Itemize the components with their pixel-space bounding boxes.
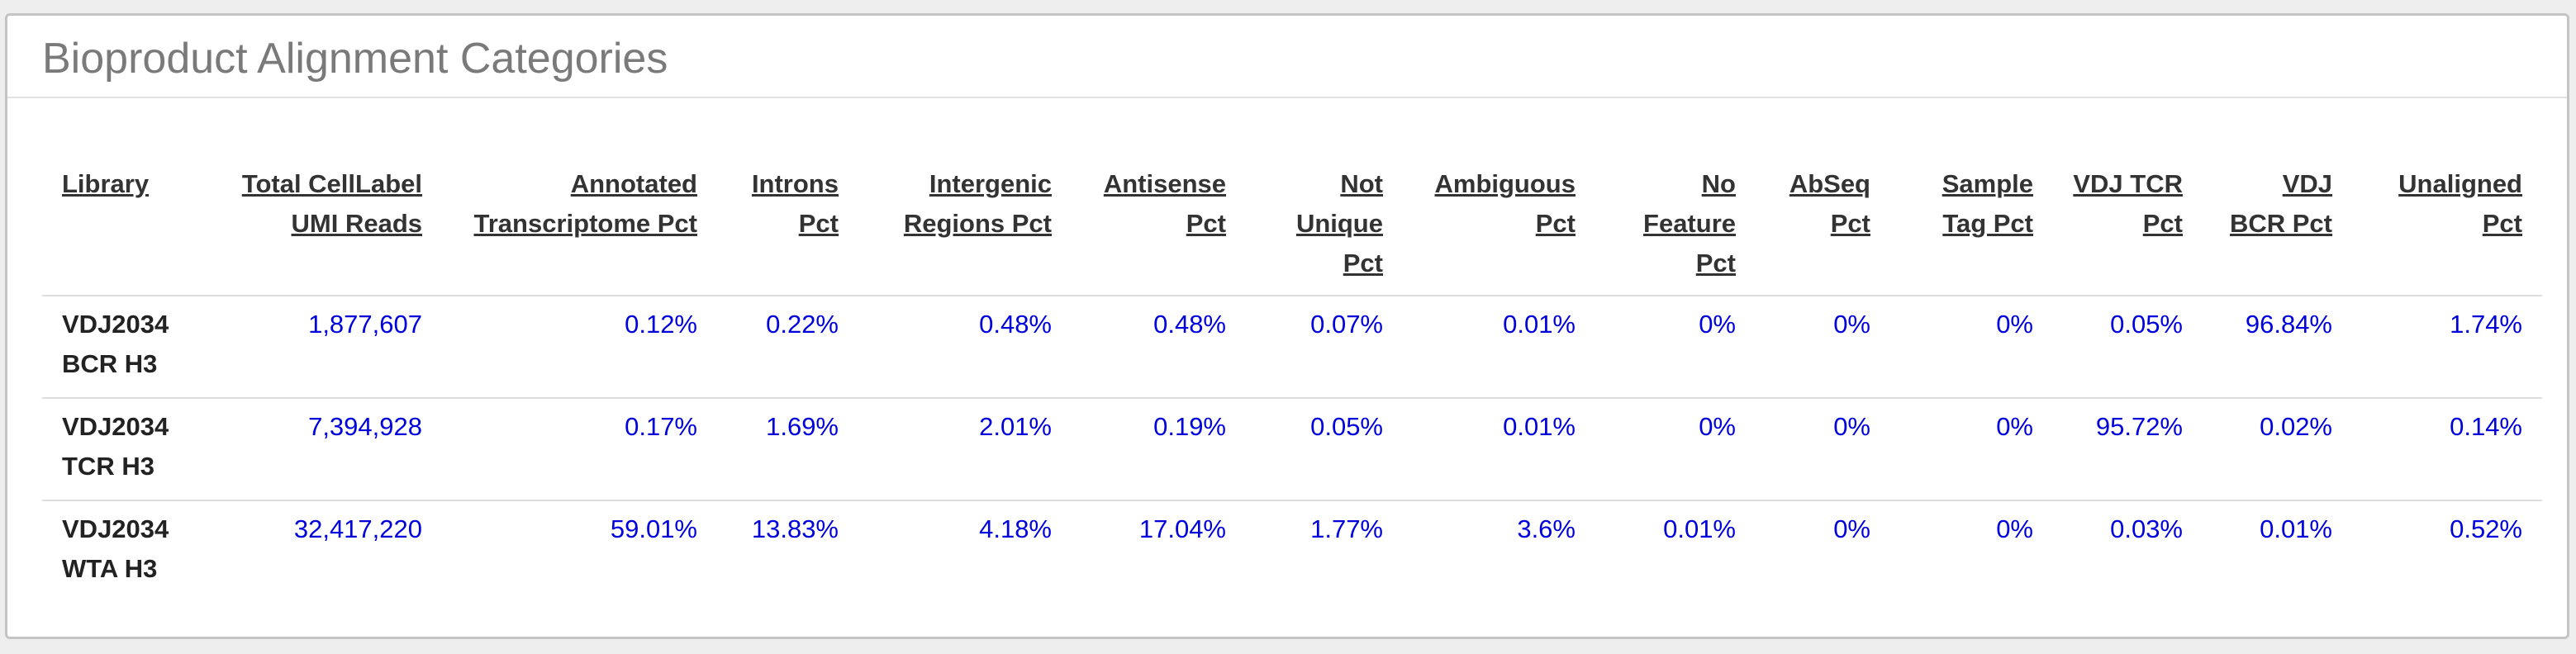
column-header-library[interactable]: Library — [42, 145, 207, 296]
alignment-categories-panel: Bioproduct Alignment Categories — [5, 13, 2569, 639]
column-header-abseq[interactable]: AbSeq Pct — [1756, 145, 1890, 296]
intergenic-cell: 0.48% — [858, 296, 1072, 399]
column-header-annotated-transcriptome[interactable]: Annotated Transcriptome Pct — [442, 145, 717, 296]
ambiguous-cell: 0.01% — [1403, 296, 1595, 399]
vdj-tcr-cell: 0.05% — [2053, 296, 2203, 399]
introns-cell: 0.22% — [717, 296, 858, 399]
column-header-not-unique[interactable]: Not Unique Pct — [1246, 145, 1403, 296]
total-reads-cell: 1,877,607 — [207, 296, 442, 399]
antisense-cell: 0.48% — [1072, 296, 1246, 399]
antisense-cell: 0.19% — [1072, 398, 1246, 501]
column-header-total-reads[interactable]: Total CellLabel UMI Reads — [207, 145, 442, 296]
total-reads-cell: 32,417,220 — [293, 514, 422, 543]
total-reads-cell: 7,394,928 — [207, 398, 442, 501]
library-name: VDJ2034 TCR H3 — [42, 398, 207, 501]
vdj-tcr-cell: 95.72% — [2053, 398, 2203, 501]
unaligned-cell: 0.52% — [2450, 514, 2522, 543]
sample-tag-cell: 0% — [1890, 296, 2053, 399]
abseq-cell: 0% — [1756, 296, 1890, 399]
column-header-antisense[interactable]: Antisense Pct — [1072, 145, 1246, 296]
library-name: VDJ2034 BCR H3 — [42, 296, 207, 399]
column-header-introns[interactable]: Introns Pct — [717, 145, 858, 296]
annotated-transcriptome-cell: 59.01% — [610, 514, 697, 543]
intergenic-cell: 4.18% — [979, 514, 1052, 543]
vdj-bcr-cell: 0.01% — [2260, 514, 2332, 543]
panel-title: Bioproduct Alignment Categories — [42, 35, 668, 83]
no-feature-cell: 0.01% — [1663, 514, 1736, 543]
abseq-cell: 0% — [1833, 514, 1870, 543]
sample-tag-cell: 0% — [1996, 514, 2033, 543]
library-name: VDJ2034 WTA H3 — [62, 514, 169, 583]
table-row: VDJ2034 WTA H3 32,417,220 59.01% 13.83% … — [42, 500, 2542, 602]
column-header-sample-tag[interactable]: Sample Tag Pct — [1890, 145, 2053, 296]
unaligned-cell: 0.14% — [2352, 398, 2542, 501]
column-header-ambiguous[interactable]: Ambiguous Pct — [1403, 145, 1595, 296]
no-feature-cell: 0% — [1595, 296, 1756, 399]
unaligned-cell: 1.74% — [2352, 296, 2542, 399]
table-container: Library Total CellLabel UMI Reads Annota… — [42, 145, 2542, 602]
vdj-tcr-cell: 0.03% — [2110, 514, 2183, 543]
panel-header: Bioproduct Alignment Categories — [7, 16, 2567, 98]
column-header-vdj-bcr[interactable]: VDJ BCR Pct — [2203, 145, 2352, 296]
not-unique-cell: 0.07% — [1246, 296, 1403, 399]
column-header-no-feature[interactable]: No Feature Pct — [1595, 145, 1756, 296]
not-unique-cell: 0.05% — [1246, 398, 1403, 501]
table-row: VDJ2034 TCR H3 7,394,928 0.17% 1.69% 2.0… — [42, 398, 2542, 501]
not-unique-cell: 1.77% — [1310, 514, 1383, 543]
introns-cell: 13.83% — [751, 514, 839, 543]
intergenic-cell: 2.01% — [858, 398, 1072, 501]
antisense-cell: 17.04% — [1138, 514, 1226, 543]
table-header-row: Library Total CellLabel UMI Reads Annota… — [42, 145, 2542, 296]
table-row: VDJ2034 BCR H3 1,877,607 0.12% 0.22% 0.4… — [42, 296, 2542, 399]
ambiguous-cell: 3.6% — [1517, 514, 1576, 543]
vdj-bcr-cell: 0.02% — [2203, 398, 2352, 501]
introns-cell: 1.69% — [717, 398, 858, 501]
alignment-table: Library Total CellLabel UMI Reads Annota… — [42, 145, 2542, 602]
vdj-bcr-cell: 96.84% — [2203, 296, 2352, 399]
column-header-unaligned[interactable]: Unaligned Pct — [2352, 145, 2542, 296]
ambiguous-cell: 0.01% — [1403, 398, 1595, 501]
annotated-transcriptome-cell: 0.12% — [442, 296, 717, 399]
abseq-cell: 0% — [1756, 398, 1890, 501]
no-feature-cell: 0% — [1595, 398, 1756, 501]
column-header-intergenic[interactable]: Intergenic Regions Pct — [858, 145, 1072, 296]
sample-tag-cell: 0% — [1890, 398, 2053, 501]
annotated-transcriptome-cell: 0.17% — [442, 398, 717, 501]
column-header-vdj-tcr[interactable]: VDJ TCR Pct — [2053, 145, 2203, 296]
